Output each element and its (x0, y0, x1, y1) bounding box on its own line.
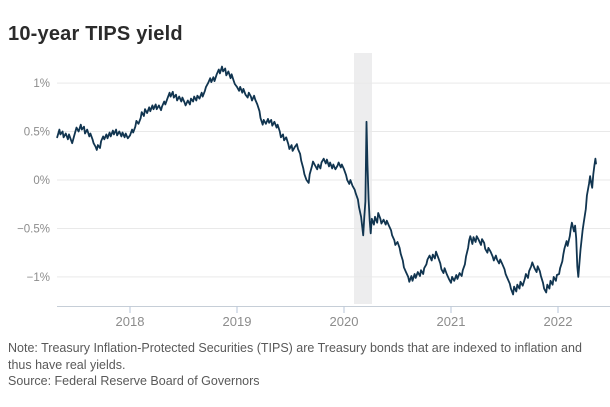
y-axis-tick-label: −0.5% (17, 224, 50, 236)
tips-yield-line-chart: 1% 0.5% 0% −0.5% −1% 2018 2019 2020 2021 2022 (17, 53, 610, 329)
source-line: Source: Federal Reserve Board of Governo… (8, 374, 260, 388)
x-axis-tick-label: 2020 (330, 314, 359, 329)
y-axis-tick-label: 0.5% (24, 127, 50, 139)
recession-band (354, 53, 372, 304)
y-axis-tick-label: 0% (33, 175, 50, 187)
x-axis-tick-label: 2018 (116, 314, 145, 329)
x-axis-tick-label: 2022 (544, 314, 573, 329)
note-line-2: thus have real yields. (8, 357, 126, 372)
tips-yield-series-line (56, 65, 597, 296)
y-axis-tick-label: 1% (33, 78, 50, 90)
x-axis-tick-label: 2021 (437, 314, 466, 329)
page-title: 10-year TIPS yield (8, 23, 183, 46)
note-line-1: Note: Treasury Inflation-Protected Secur… (8, 341, 582, 355)
x-axis-tick-label: 2019 (223, 314, 252, 329)
chart-footnote: Note: Treasury Inflation-Protected Secur… (8, 340, 610, 390)
y-axis-tick-label: −1% (27, 272, 50, 284)
